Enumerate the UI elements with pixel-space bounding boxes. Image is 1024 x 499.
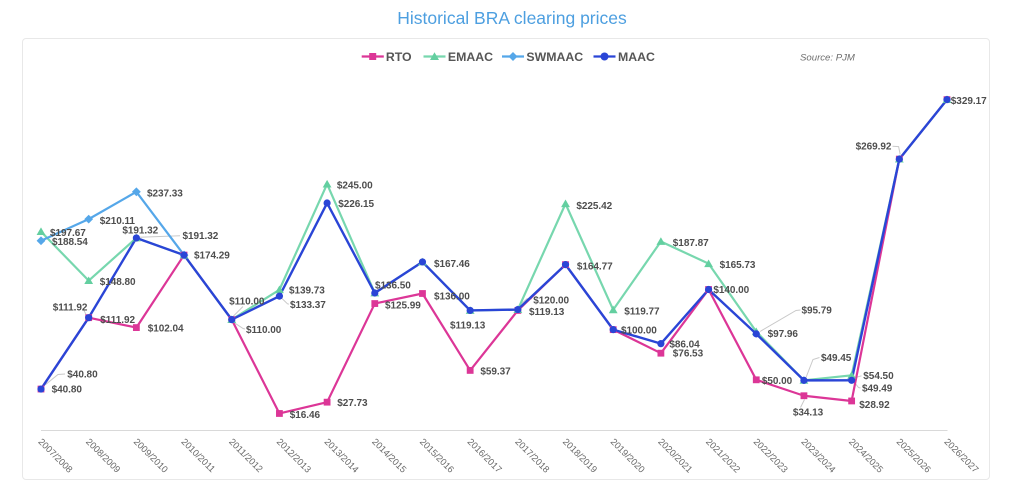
svg-text:2017/2018: 2017/2018	[513, 437, 551, 475]
svg-text:$125.99: $125.99	[385, 301, 421, 312]
svg-text:$187.87: $187.87	[673, 238, 709, 249]
svg-text:$237.33: $237.33	[147, 189, 183, 200]
svg-text:2014/2015: 2014/2015	[370, 437, 408, 475]
svg-text:$119.77: $119.77	[624, 306, 660, 317]
svg-text:$102.04: $102.04	[148, 324, 184, 335]
svg-text:$97.96: $97.96	[768, 329, 799, 340]
svg-text:$16.46: $16.46	[290, 410, 321, 421]
svg-text:MAAC: MAAC	[618, 50, 655, 64]
svg-text:$269.92: $269.92	[856, 142, 892, 153]
svg-text:$34.13: $34.13	[793, 408, 824, 419]
svg-text:2019/2020: 2019/2020	[609, 437, 647, 475]
svg-text:$136.50: $136.50	[375, 281, 411, 292]
svg-text:$191.32: $191.32	[122, 225, 158, 236]
svg-text:$49.49: $49.49	[862, 383, 893, 394]
svg-text:2011/2012: 2011/2012	[227, 437, 265, 475]
svg-text:$110.00: $110.00	[246, 325, 282, 336]
svg-text:$28.92: $28.92	[859, 400, 890, 411]
svg-text:$76.53: $76.53	[673, 349, 704, 360]
svg-text:$139.73: $139.73	[289, 286, 325, 297]
svg-text:$210.11: $210.11	[100, 216, 136, 227]
svg-text:$111.92: $111.92	[100, 315, 135, 326]
svg-text:$119.13: $119.13	[450, 321, 486, 332]
svg-text:$111.92: $111.92	[53, 303, 88, 314]
svg-text:$119.13: $119.13	[529, 307, 565, 318]
svg-text:$148.80: $148.80	[100, 277, 136, 288]
svg-text:$59.37: $59.37	[480, 366, 511, 377]
svg-text:EMAAC: EMAAC	[448, 50, 493, 64]
svg-text:$120.00: $120.00	[533, 296, 569, 307]
svg-text:$245.00: $245.00	[337, 181, 373, 192]
svg-text:2008/2009: 2008/2009	[84, 437, 122, 475]
svg-text:SWMAAC: SWMAAC	[526, 50, 583, 64]
svg-text:2015/2016: 2015/2016	[418, 437, 456, 475]
svg-text:$133.37: $133.37	[290, 300, 326, 311]
svg-text:$110.00: $110.00	[229, 297, 265, 308]
svg-text:$191.32: $191.32	[183, 231, 219, 242]
svg-text:2020/2021: 2020/2021	[656, 437, 694, 475]
svg-text:$100.00: $100.00	[621, 326, 657, 337]
svg-text:$136.00: $136.00	[434, 292, 470, 303]
svg-text:2023/2024: 2023/2024	[799, 437, 837, 475]
svg-text:$188.54: $188.54	[52, 237, 88, 248]
svg-text:$54.50: $54.50	[863, 371, 894, 382]
svg-text:$27.73: $27.73	[337, 398, 368, 409]
svg-text:$50.00: $50.00	[762, 376, 793, 387]
svg-text:2022/2023: 2022/2023	[752, 437, 790, 475]
svg-text:RTO: RTO	[386, 50, 412, 64]
svg-text:2018/2019: 2018/2019	[561, 437, 599, 475]
svg-text:2012/2013: 2012/2013	[275, 437, 313, 475]
svg-text:$167.46: $167.46	[434, 259, 470, 270]
svg-text:$140.00: $140.00	[713, 285, 749, 296]
svg-text:$164.77: $164.77	[577, 262, 613, 273]
svg-text:$40.80: $40.80	[67, 369, 98, 380]
svg-text:$86.04: $86.04	[669, 339, 700, 350]
svg-text:$226.15: $226.15	[338, 199, 374, 210]
svg-text:2010/2011: 2010/2011	[179, 437, 217, 475]
svg-text:$197.67: $197.67	[50, 228, 86, 239]
svg-text:2013/2014: 2013/2014	[322, 437, 360, 475]
svg-text:$95.79: $95.79	[802, 305, 833, 316]
svg-text:2026/2027: 2026/2027	[942, 437, 980, 475]
svg-text:$225.42: $225.42	[576, 201, 612, 212]
svg-text:$174.29: $174.29	[194, 251, 230, 262]
svg-text:2025/2026: 2025/2026	[895, 437, 933, 475]
svg-text:2021/2022: 2021/2022	[704, 437, 742, 475]
svg-text:$49.45: $49.45	[821, 353, 852, 364]
svg-text:2009/2010: 2009/2010	[132, 437, 170, 475]
svg-text:$165.73: $165.73	[720, 260, 756, 271]
svg-text:Source: PJM: Source: PJM	[800, 52, 855, 63]
svg-text:2007/2008: 2007/2008	[36, 437, 74, 475]
svg-text:2024/2025: 2024/2025	[847, 437, 885, 475]
svg-text:$329.17: $329.17	[951, 96, 987, 107]
svg-text:$40.80: $40.80	[52, 385, 83, 396]
svg-text:2016/2017: 2016/2017	[466, 437, 504, 475]
